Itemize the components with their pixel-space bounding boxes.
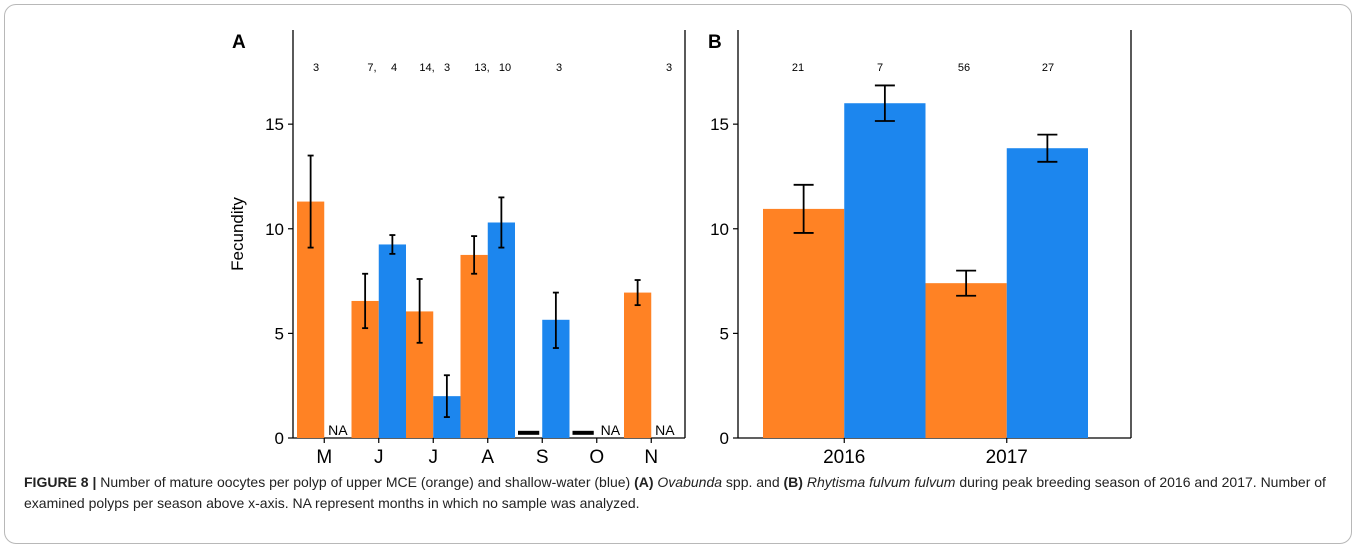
bar	[844, 103, 926, 438]
bar	[1006, 148, 1088, 438]
caption-a-label: (A)	[634, 474, 654, 490]
sample-size-label: 13,	[474, 62, 489, 74]
bar	[487, 222, 515, 438]
x-tick-label: J	[374, 447, 384, 468]
y-tick-label: 5	[275, 324, 284, 343]
sample-size-label: 7	[877, 62, 883, 74]
y-tick-label: 15	[710, 115, 729, 134]
y-tick-label: 10	[265, 220, 284, 239]
caption-text-1: Number of mature oocytes per polyp of up…	[96, 474, 635, 490]
y-tick-label: 0	[720, 429, 729, 448]
x-tick-label: 2017	[986, 447, 1028, 468]
bar	[925, 283, 1007, 438]
caption-text-3: during peak breeding season of 2016 and …	[24, 474, 1326, 511]
caption-a-species: Ovabunda	[657, 474, 723, 490]
bar	[763, 208, 845, 438]
caption-b-label: (B)	[783, 474, 803, 490]
figure-frame	[4, 4, 1352, 544]
bar-zero-marker	[518, 430, 540, 435]
x-tick-label: A	[481, 447, 494, 468]
y-tick-label: 10	[710, 220, 729, 239]
bar	[378, 244, 406, 438]
panel-label: A	[232, 32, 246, 53]
sample-size-label: 3	[313, 62, 319, 74]
sample-size-label: 4	[391, 62, 397, 74]
panel-label: B	[708, 32, 722, 53]
y-tick-label: 15	[265, 115, 284, 134]
y-tick-label: 0	[275, 429, 284, 448]
na-label: NA	[328, 422, 348, 438]
panel-a: A 0 5 10 15 Fecundity M NA J J A S O NA N NA 3 7, 4 14, 3 13,…	[228, 30, 686, 468]
bar	[460, 254, 488, 438]
sample-size-label: 3	[666, 62, 672, 74]
na-label: NA	[601, 422, 621, 438]
caption-b-species: Rhytisma fulvum fulvum	[806, 474, 956, 490]
bar-zero-marker	[572, 430, 594, 435]
sample-size-label: 56	[958, 62, 970, 74]
x-tick-label: 2016	[823, 447, 865, 468]
caption-text-2: spp. and	[722, 474, 784, 490]
sample-size-label: 3	[556, 62, 562, 74]
sample-size-label: 27	[1042, 62, 1054, 74]
panel-b: B 0 5 10 15 2016 2017 21 7 56 27	[708, 30, 1132, 468]
sample-size-label: 21	[792, 62, 804, 74]
x-tick-label: O	[589, 447, 604, 468]
figure-caption: FIGURE 8 | Number of mature oocytes per …	[24, 472, 1334, 514]
x-tick-label: J	[429, 447, 439, 468]
sample-size-label: 10	[499, 62, 511, 74]
figure-charts: A 0 5 10 15 Fecundity M NA J J A S O NA N NA 3 7, 4 14, 3 13,…	[228, 30, 1132, 468]
y-tick-label: 5	[720, 324, 729, 343]
bar	[624, 292, 652, 438]
sample-size-label: 7,	[367, 62, 376, 74]
na-label: NA	[655, 422, 675, 438]
x-tick-label: S	[536, 447, 549, 468]
x-tick-label: M	[316, 447, 332, 468]
y-axis-label: Fecundity	[228, 197, 247, 271]
sample-size-label: 3	[444, 62, 450, 74]
x-tick-label: N	[644, 447, 658, 468]
sample-size-label: 14,	[419, 62, 434, 74]
caption-figure-label: FIGURE 8 |	[24, 474, 97, 490]
